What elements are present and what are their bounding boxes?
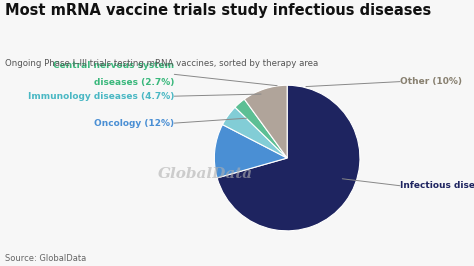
- Text: Ongoing Phase I–III trials testing mRNA vaccines, sorted by therapy area: Ongoing Phase I–III trials testing mRNA …: [5, 59, 318, 68]
- Wedge shape: [217, 85, 360, 231]
- Text: Central nervous system: Central nervous system: [53, 61, 174, 70]
- Text: Most mRNA vaccine trials study infectious diseases: Most mRNA vaccine trials study infectiou…: [5, 3, 431, 18]
- Text: Oncology (12%): Oncology (12%): [94, 119, 174, 128]
- Wedge shape: [235, 99, 287, 158]
- Text: Immunology diseases (4.7%): Immunology diseases (4.7%): [28, 92, 174, 101]
- Text: diseases (2.7%): diseases (2.7%): [94, 78, 174, 87]
- Wedge shape: [245, 85, 287, 158]
- Text: Other (10%): Other (10%): [400, 77, 462, 86]
- Wedge shape: [214, 124, 287, 178]
- Text: Infectious diseases (70%): Infectious diseases (70%): [400, 181, 474, 190]
- Text: Source: GlobalData: Source: GlobalData: [5, 254, 86, 263]
- Text: GlobalData: GlobalData: [158, 167, 253, 181]
- Wedge shape: [222, 107, 287, 158]
